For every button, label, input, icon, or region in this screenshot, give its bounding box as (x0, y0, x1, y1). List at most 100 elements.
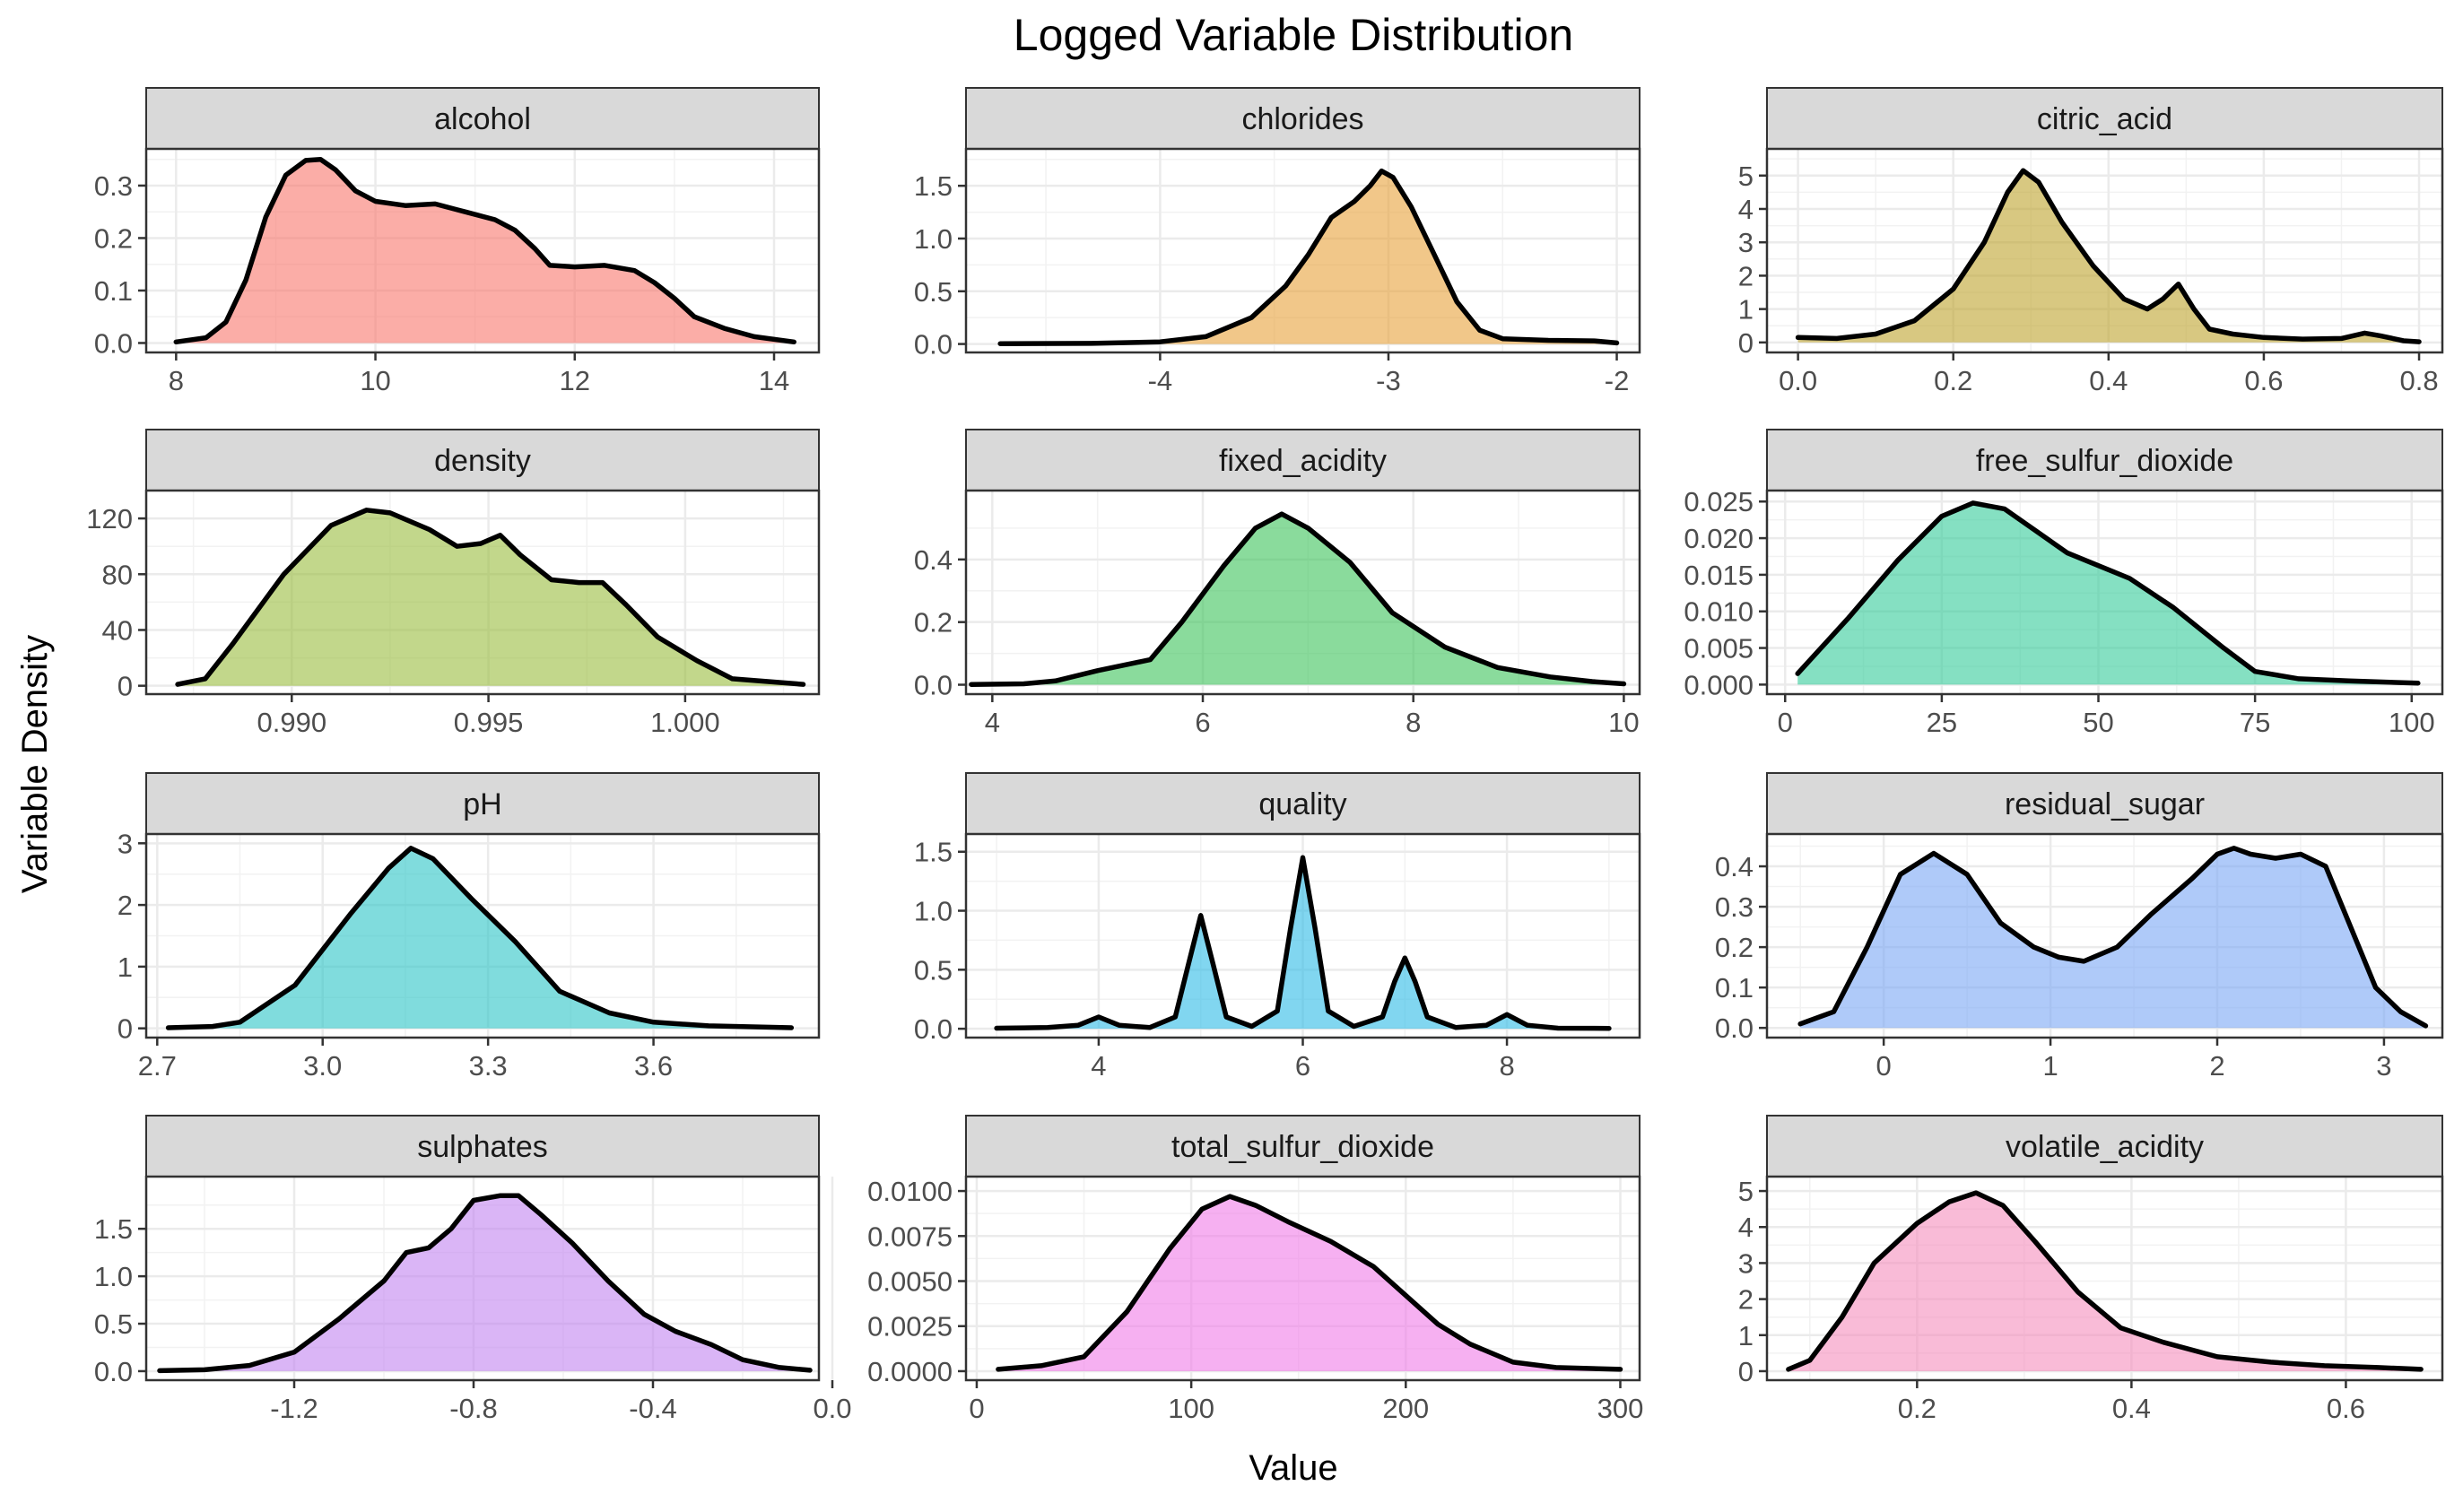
facet-sulphates: sulphates -1.2 -0.8 -0.4 0.0 0.0 0.5 1.0 1.5 (94, 1115, 852, 1424)
x-tick-label: 14 (759, 365, 789, 396)
y-tick-label: 0.2 (94, 222, 133, 254)
y-tick-label: 0.0050 (867, 1266, 953, 1298)
y-tick-label: 0.005 (1684, 633, 1754, 665)
x-tick-label: 0 (1778, 707, 1793, 738)
x-tick-label: 0.2 (1934, 365, 1972, 396)
x-tick-label: 3.0 (303, 1050, 342, 1082)
facet-strip (965, 772, 1641, 835)
x-tick-label: 10 (1608, 707, 1639, 738)
facet-strip (1766, 429, 2443, 491)
y-tick-label: 0.3 (1715, 891, 1754, 923)
y-tick-label: 5 (1738, 1176, 1754, 1207)
x-tick-label: 0.990 (257, 707, 326, 738)
facet-strip (965, 1115, 1641, 1177)
y-tick-label: 2 (1738, 260, 1754, 291)
x-tick-label: 0.6 (2327, 1393, 2365, 1424)
y-tick-label: 0.000 (1684, 669, 1754, 700)
x-tick-label: 0.4 (2112, 1393, 2151, 1424)
density-line (1795, 500, 2421, 686)
facet-free-sulfur-dioxide: free_sulfur_dioxide 0 25 50 75 100 0.000 0.005 0… (1684, 429, 2444, 738)
density-area (1797, 170, 2419, 343)
density-area (970, 514, 1624, 685)
y-tick-label: 1.5 (914, 170, 953, 202)
x-tick-label: 0.995 (454, 707, 524, 738)
x-tick-label: 12 (560, 365, 590, 396)
panel-border (964, 1175, 1641, 1382)
density-area (176, 159, 795, 343)
x-tick-label: 4 (1091, 1050, 1106, 1082)
facet-strip-label: density (434, 444, 531, 478)
y-tick-label: 5 (1738, 161, 1754, 192)
y-tick-label: 0.0 (914, 670, 953, 701)
density-line (994, 855, 1612, 1031)
y-tick-label: 0.0 (94, 327, 133, 359)
facet-strip (145, 772, 820, 835)
y-tick-label: 0.0 (914, 1013, 953, 1045)
facet-strip (1766, 1115, 2443, 1177)
y-tick-label: 0.020 (1684, 523, 1754, 554)
x-tick-label: -3 (1376, 365, 1401, 396)
facet-pH: pH 2.7 3.0 3.3 3.6 0 1 2 3 (117, 772, 821, 1082)
chart-title: Logged Variable Distribution (1014, 10, 1573, 60)
facet-strip (1766, 772, 2443, 835)
density-area (997, 1196, 1621, 1371)
density-line (165, 846, 795, 1030)
y-tick-label: 0.1 (1715, 972, 1754, 1004)
density-area (1797, 502, 2418, 685)
y-tick-label: 0.3 (94, 170, 133, 202)
x-tick-label: 200 (1382, 1393, 1429, 1424)
x-tick-label: 75 (2240, 707, 2270, 738)
x-tick-label: -1.2 (270, 1393, 318, 1424)
x-tick-label: 6 (1195, 707, 1210, 738)
x-tick-label: 0.0 (813, 1393, 851, 1424)
y-tick-label: 1 (1738, 294, 1754, 326)
y-tick-label: 4 (1738, 1212, 1754, 1243)
facet-strip-label: quality (1258, 787, 1346, 821)
x-tick-label: 8 (169, 365, 184, 396)
y-tick-label: 0.4 (914, 544, 953, 576)
y-tick-label: 0.0 (1715, 1012, 1754, 1044)
facet-strip-label: fixed_acidity (1219, 444, 1387, 478)
x-tick-label: -4 (1148, 365, 1173, 396)
panel-border (1765, 832, 2444, 1039)
density-line (1786, 1190, 2424, 1372)
density-area (168, 847, 792, 1029)
x-tick-label: 3.3 (469, 1050, 508, 1082)
x-tick-label: 6 (1295, 1050, 1310, 1082)
density-area (160, 1195, 810, 1371)
x-tick-label: -0.4 (629, 1393, 676, 1424)
facet-strip (145, 87, 820, 150)
x-tick-label: 2.7 (138, 1050, 177, 1082)
panel-border (1765, 489, 2444, 696)
facet-strip-label: alcohol (434, 102, 531, 136)
y-tick-label: 0 (117, 1013, 133, 1045)
density-area (178, 509, 804, 686)
y-tick-label: 0 (117, 671, 133, 702)
facet-strip-label: citric_acid (2037, 102, 2172, 136)
y-tick-label: 40 (102, 614, 133, 646)
x-tick-label: 300 (1597, 1393, 1644, 1424)
x-tick-label: -0.8 (449, 1393, 497, 1424)
facet-strip-label: pH (463, 787, 501, 821)
y-tick-label: 0 (1738, 327, 1754, 359)
density-line (175, 508, 806, 687)
facet-volatile-acidity: volatile_acidity 0.2 0.4 0.6 0 1 2 3 4 5 (1738, 1115, 2444, 1424)
density-area (1788, 1193, 2422, 1371)
y-tick-label: 0.0100 (867, 1176, 953, 1207)
x-tick-label: 0 (1876, 1050, 1892, 1082)
y-tick-label: 0.0075 (867, 1221, 953, 1252)
panel-border (144, 147, 821, 354)
x-tick-label: 2 (2209, 1050, 2224, 1082)
facet-total-sulfur-dioxide: total_sulfur_dioxide 0 100 200 300 0.0000 0.00… (867, 1115, 1644, 1424)
y-tick-label: 120 (86, 503, 133, 534)
x-tick-label: 4 (985, 707, 1000, 738)
y-tick-label: 2 (1738, 1284, 1754, 1316)
x-tick-label: 100 (1168, 1393, 1214, 1424)
y-tick-label: 1.5 (914, 837, 953, 868)
panel-border (964, 489, 1641, 696)
x-tick-label: 8 (1499, 1050, 1514, 1082)
y-tick-label: 0.0 (914, 329, 953, 361)
density-line (997, 168, 1620, 346)
y-tick-label: 1 (1738, 1320, 1754, 1351)
